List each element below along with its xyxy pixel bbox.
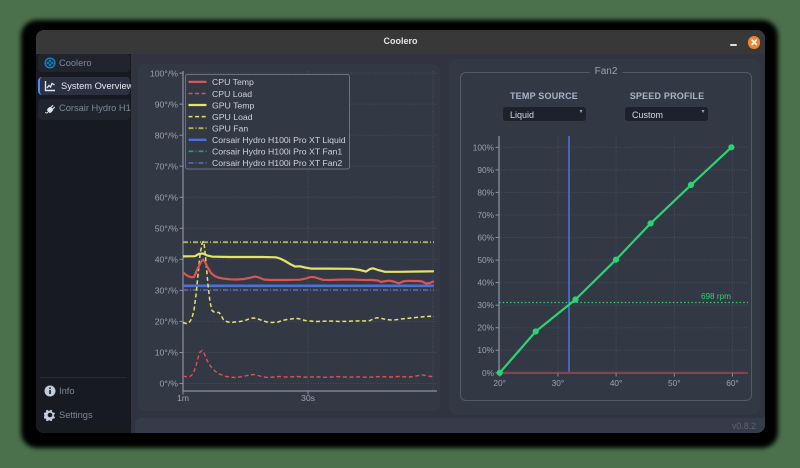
svg-text:30°: 30°	[552, 378, 565, 388]
svg-text:50%: 50%	[477, 255, 494, 265]
svg-text:20%: 20%	[477, 323, 494, 333]
svg-text:1m: 1m	[177, 393, 189, 403]
svg-text:Corsair Hydro H100i Pro XT Fan: Corsair Hydro H100i Pro XT Fan2	[212, 158, 342, 168]
svg-text:80%: 80%	[477, 187, 494, 197]
svg-text:CPU Temp: CPU Temp	[212, 77, 254, 87]
svg-text:GPU Load: GPU Load	[212, 112, 253, 122]
svg-text:70%: 70%	[477, 210, 494, 220]
svg-text:50°: 50°	[668, 378, 681, 388]
svg-text:GPU Fan: GPU Fan	[212, 124, 248, 134]
svg-text:100°/%: 100°/%	[150, 68, 178, 78]
svg-text:0°/%: 0°/%	[160, 379, 179, 389]
svg-text:40°/%: 40°/%	[155, 255, 179, 265]
svg-text:GPU Temp: GPU Temp	[212, 100, 254, 110]
svg-text:CPU Load: CPU Load	[212, 89, 252, 99]
svg-text:100%: 100%	[473, 142, 495, 152]
svg-text:0%: 0%	[482, 368, 495, 378]
svg-text:70°/%: 70°/%	[155, 161, 179, 171]
svg-text:Corsair Hydro H100i Pro XT Fan: Corsair Hydro H100i Pro XT Fan1	[212, 147, 342, 157]
svg-text:60°: 60°	[726, 378, 739, 388]
svg-text:30%: 30%	[477, 300, 494, 310]
svg-text:40°: 40°	[610, 378, 623, 388]
svg-text:30°/%: 30°/%	[155, 286, 179, 296]
svg-text:60°/%: 60°/%	[155, 193, 179, 203]
svg-text:60%: 60%	[477, 233, 494, 243]
svg-text:30s: 30s	[301, 393, 316, 403]
svg-text:698 rpm: 698 rpm	[701, 292, 731, 301]
svg-text:10°/%: 10°/%	[155, 348, 179, 358]
svg-text:20°/%: 20°/%	[155, 317, 179, 327]
svg-text:80°/%: 80°/%	[155, 130, 179, 140]
svg-text:40%: 40%	[477, 278, 494, 288]
svg-text:90°/%: 90°/%	[155, 99, 179, 109]
svg-text:10%: 10%	[477, 345, 494, 355]
svg-text:Corsair Hydro H100i Pro XT Liq: Corsair Hydro H100i Pro XT Liquid	[212, 135, 346, 145]
svg-text:50°/%: 50°/%	[155, 224, 179, 234]
svg-text:90%: 90%	[477, 165, 494, 175]
svg-text:20°: 20°	[493, 378, 506, 388]
